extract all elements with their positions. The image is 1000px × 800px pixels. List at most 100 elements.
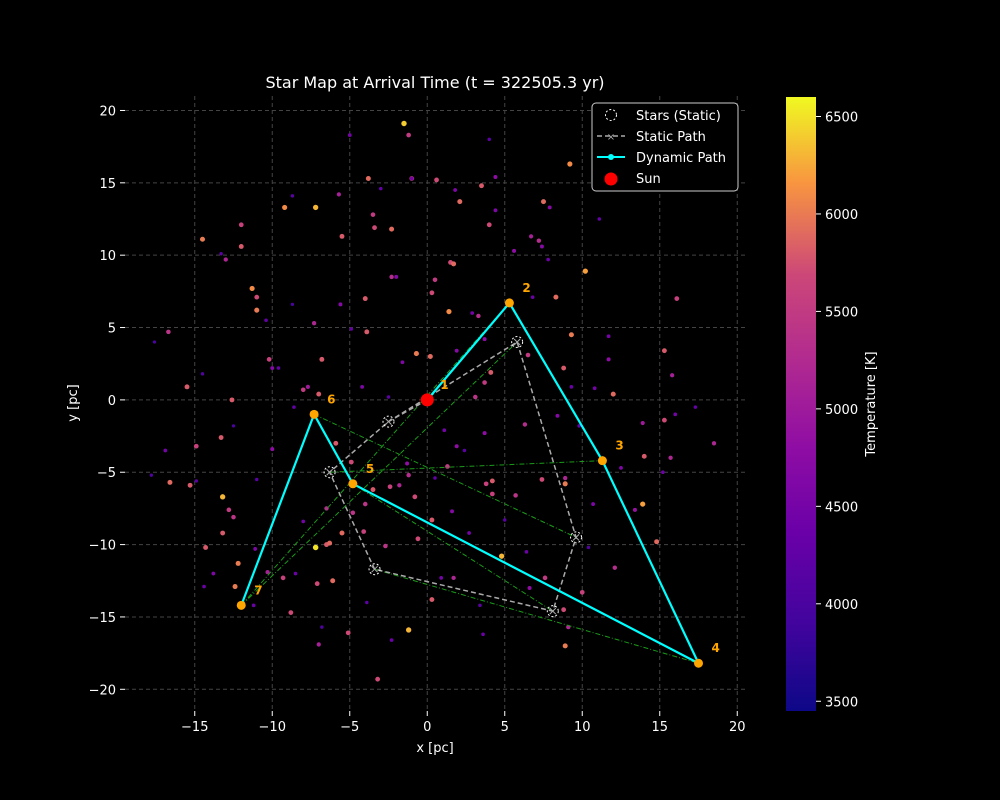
background-star (350, 510, 356, 516)
y-tick-label: −10 (89, 539, 116, 554)
green-link (352, 483, 554, 612)
background-star (255, 477, 259, 482)
legend-box (591, 102, 739, 192)
background-star (370, 487, 376, 493)
background-star (612, 565, 618, 570)
background-star (194, 479, 199, 483)
background-star (445, 464, 450, 469)
background-star (541, 199, 546, 205)
background-star (266, 357, 272, 362)
background-star (673, 412, 678, 417)
background-star (375, 676, 381, 682)
colorbar: 3500 4000 4500 5000 5500 6000 6500 Temperature… (786, 97, 879, 711)
background-star (597, 217, 602, 221)
background-star (345, 630, 351, 636)
static-star (368, 563, 381, 576)
waypoint-label: 6 (327, 392, 335, 406)
background-star (187, 482, 193, 488)
background-star (592, 386, 597, 391)
background-star (606, 334, 611, 339)
background-star (453, 188, 458, 192)
background-star (561, 607, 567, 613)
x-tick-label: 15 (651, 720, 668, 735)
background-star (454, 348, 459, 353)
green-link (240, 341, 518, 606)
background-star (562, 643, 568, 649)
background-star (406, 132, 411, 138)
x-tick-label: 0 (423, 720, 431, 735)
background-star (483, 481, 489, 487)
colorbar-tick-label: 4500 (825, 500, 858, 515)
y-axis-label: y [pc] (66, 384, 81, 421)
legend-dynamic-path-marker-icon (608, 154, 614, 160)
static-path-line (328, 340, 577, 613)
background-star (397, 483, 402, 488)
background-star (163, 448, 168, 453)
background-star (251, 603, 256, 608)
background-star (493, 208, 498, 213)
background-star (462, 448, 467, 453)
y-tick-label: 5 (108, 322, 116, 337)
background-star (365, 175, 371, 181)
background-star (235, 560, 241, 566)
x-tick-label: 20 (729, 720, 746, 735)
background-star (482, 337, 487, 342)
green-link (240, 302, 510, 606)
background-star (406, 472, 411, 478)
background-star (226, 507, 232, 513)
background-star (338, 302, 343, 307)
x-tick-label: −5 (340, 720, 359, 735)
background-star (362, 501, 368, 507)
y-tick-label: 20 (99, 104, 116, 119)
background-star (389, 638, 394, 642)
waypoint-label: 3 (615, 439, 623, 453)
green-link (313, 413, 577, 538)
y-tick-label: 15 (99, 177, 116, 192)
background-star (654, 539, 660, 545)
background-star (582, 268, 588, 274)
background-star (415, 536, 421, 542)
y-tick-label: −15 (89, 611, 116, 626)
legend-static-stars-icon (605, 109, 617, 121)
background-star (193, 443, 199, 449)
x-tick-label: 10 (574, 720, 591, 735)
static-star (323, 466, 336, 479)
background-star (311, 321, 317, 326)
background-star (219, 494, 226, 500)
background-star (513, 493, 518, 498)
background-star (522, 422, 528, 427)
colorbar-tick-label: 6500 (825, 110, 858, 125)
background-star (539, 244, 544, 249)
background-star (446, 309, 452, 315)
background-star (610, 391, 616, 397)
background-star (546, 257, 550, 262)
background-star (211, 571, 216, 576)
background-star (312, 544, 319, 551)
y-tick-label: −20 (89, 683, 116, 698)
background-star (270, 366, 275, 371)
static-path-marker (326, 468, 333, 476)
background-star (383, 543, 388, 549)
static-star (546, 605, 559, 618)
background-star (320, 625, 324, 629)
background-star (231, 514, 236, 520)
background-star (450, 509, 455, 514)
background-star (536, 238, 542, 243)
background-star (292, 405, 296, 409)
background-star (662, 417, 667, 423)
background-star (336, 192, 342, 197)
background-star (478, 603, 482, 608)
background-star (301, 519, 306, 524)
background-star (312, 204, 319, 211)
background-star (364, 329, 370, 335)
background-star (348, 459, 354, 465)
background-star (386, 395, 391, 399)
waypoint-marker (597, 456, 607, 466)
waypoint-labels: 1 2 3 4 5 6 7 (254, 281, 720, 655)
background-star (432, 277, 438, 283)
waypoint-label: 1 (440, 378, 448, 392)
background-star (674, 296, 680, 301)
background-star (579, 589, 585, 595)
y-tick-label: −5 (97, 466, 116, 481)
